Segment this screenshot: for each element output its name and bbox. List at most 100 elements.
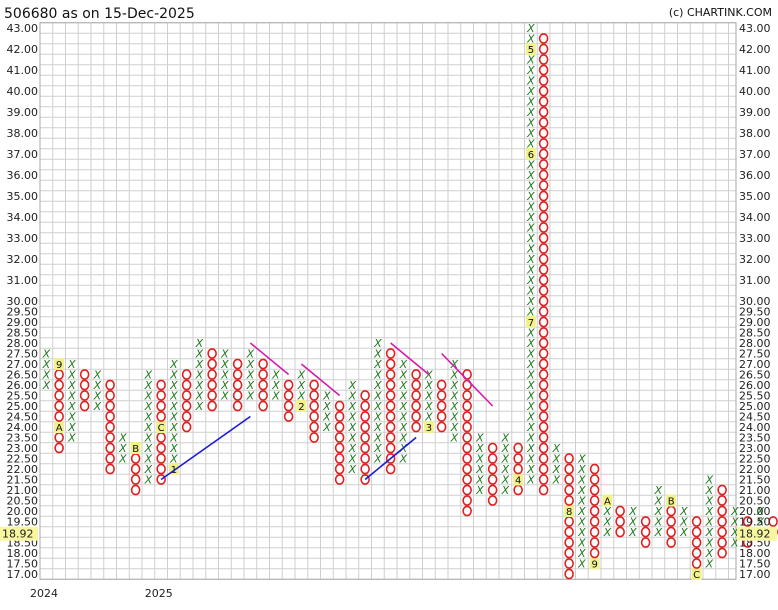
x-box: X bbox=[603, 516, 612, 529]
month-marker-bg bbox=[602, 494, 613, 507]
x-box: X bbox=[93, 400, 102, 413]
x-box: X bbox=[373, 421, 382, 434]
x-box: X bbox=[526, 274, 535, 287]
o-box bbox=[589, 495, 600, 506]
o-box bbox=[436, 390, 447, 401]
x-box: X bbox=[526, 117, 535, 130]
o-box bbox=[181, 390, 192, 401]
x-box: X bbox=[526, 411, 535, 424]
o-box bbox=[564, 453, 574, 464]
x-box: X bbox=[322, 390, 331, 403]
o-box bbox=[207, 400, 217, 412]
o-box bbox=[385, 442, 396, 454]
o-box bbox=[436, 411, 447, 422]
o-box bbox=[207, 390, 217, 401]
o-box bbox=[105, 421, 115, 433]
x-box: X bbox=[42, 379, 51, 392]
x-box: X bbox=[169, 411, 178, 424]
o-box bbox=[538, 33, 549, 44]
o-box bbox=[436, 421, 447, 433]
x-box: X bbox=[424, 400, 433, 413]
x-box: X bbox=[399, 369, 408, 382]
o-box bbox=[258, 390, 268, 401]
y-tick-label-right: 31.00 bbox=[739, 274, 771, 287]
o-box bbox=[79, 400, 90, 412]
o-box bbox=[105, 400, 115, 412]
o-box bbox=[538, 159, 549, 170]
x-box: X bbox=[552, 453, 561, 466]
o-box bbox=[258, 400, 268, 412]
x-box: X bbox=[577, 474, 586, 487]
o-box bbox=[589, 505, 600, 517]
x-box: X bbox=[373, 390, 382, 403]
x-box: X bbox=[271, 379, 280, 392]
month-marker-bg bbox=[589, 557, 600, 570]
o-box bbox=[334, 421, 345, 433]
x-box: X bbox=[67, 358, 76, 371]
o-box bbox=[283, 390, 294, 401]
pnf-columns: XXXXA9XXXXXXXXXXXXXXXBXXXXXXXXXXXC1XXXXX… bbox=[42, 22, 778, 581]
o-box bbox=[538, 106, 549, 118]
x-box: X bbox=[373, 379, 382, 392]
y-tick-label-left: 26.00 bbox=[7, 379, 39, 392]
x-box: X bbox=[475, 463, 484, 476]
month-marker-bg bbox=[666, 494, 677, 507]
o-box bbox=[538, 190, 549, 202]
o-box bbox=[130, 474, 141, 485]
x-box: X bbox=[297, 379, 306, 392]
o-box bbox=[156, 379, 166, 391]
x-box: X bbox=[577, 558, 586, 571]
o-box bbox=[462, 484, 472, 496]
o-box bbox=[538, 85, 549, 97]
x-box: X bbox=[373, 432, 382, 445]
x-box: X bbox=[526, 327, 535, 340]
x-box: X bbox=[424, 369, 433, 382]
x-box: X bbox=[705, 547, 714, 560]
o-box bbox=[156, 400, 166, 412]
x-box: X bbox=[399, 358, 408, 371]
o-box bbox=[462, 442, 472, 454]
y-tick-label-left: 24.00 bbox=[7, 421, 39, 434]
o-box bbox=[411, 421, 421, 433]
x-box: X bbox=[246, 379, 255, 392]
o-box bbox=[334, 442, 345, 454]
y-tick-label-right: 17.00 bbox=[739, 568, 771, 581]
o-box bbox=[156, 463, 166, 475]
o-box bbox=[105, 379, 115, 391]
o-box bbox=[513, 463, 523, 475]
x-box: X bbox=[705, 484, 714, 497]
y-tick-label-right: 32.00 bbox=[739, 253, 771, 266]
x-box: X bbox=[654, 495, 663, 508]
o-box bbox=[615, 526, 625, 538]
x-box: X bbox=[526, 474, 535, 487]
o-box bbox=[334, 463, 345, 475]
x-box: X bbox=[399, 400, 408, 413]
x-box: X bbox=[348, 442, 357, 455]
x-box: X bbox=[144, 369, 153, 382]
x-box: X bbox=[654, 505, 663, 518]
x-box: X bbox=[730, 526, 739, 539]
y-tick-label-left: 36.00 bbox=[7, 169, 39, 182]
x-box: X bbox=[348, 411, 357, 424]
resistance-trendline bbox=[441, 352, 494, 407]
last-price-box-left bbox=[0, 526, 38, 541]
o-box bbox=[538, 442, 549, 454]
y-tick-label-right: 36.00 bbox=[739, 169, 771, 182]
o-box bbox=[462, 474, 472, 485]
x-box: X bbox=[705, 558, 714, 571]
month-marker: 4 bbox=[515, 476, 521, 487]
x-box: X bbox=[144, 379, 153, 392]
x-box: X bbox=[526, 54, 535, 67]
x-box: X bbox=[526, 180, 535, 193]
o-box bbox=[385, 453, 396, 464]
x-box: X bbox=[577, 526, 586, 539]
x-box: X bbox=[348, 432, 357, 445]
x-box: X bbox=[195, 358, 204, 371]
month-marker: B bbox=[132, 444, 139, 455]
o-box bbox=[436, 400, 447, 412]
month-marker: C bbox=[693, 570, 700, 581]
x-box: X bbox=[450, 411, 459, 424]
o-box bbox=[411, 379, 421, 391]
o-box bbox=[360, 432, 370, 443]
o-box bbox=[564, 526, 574, 538]
